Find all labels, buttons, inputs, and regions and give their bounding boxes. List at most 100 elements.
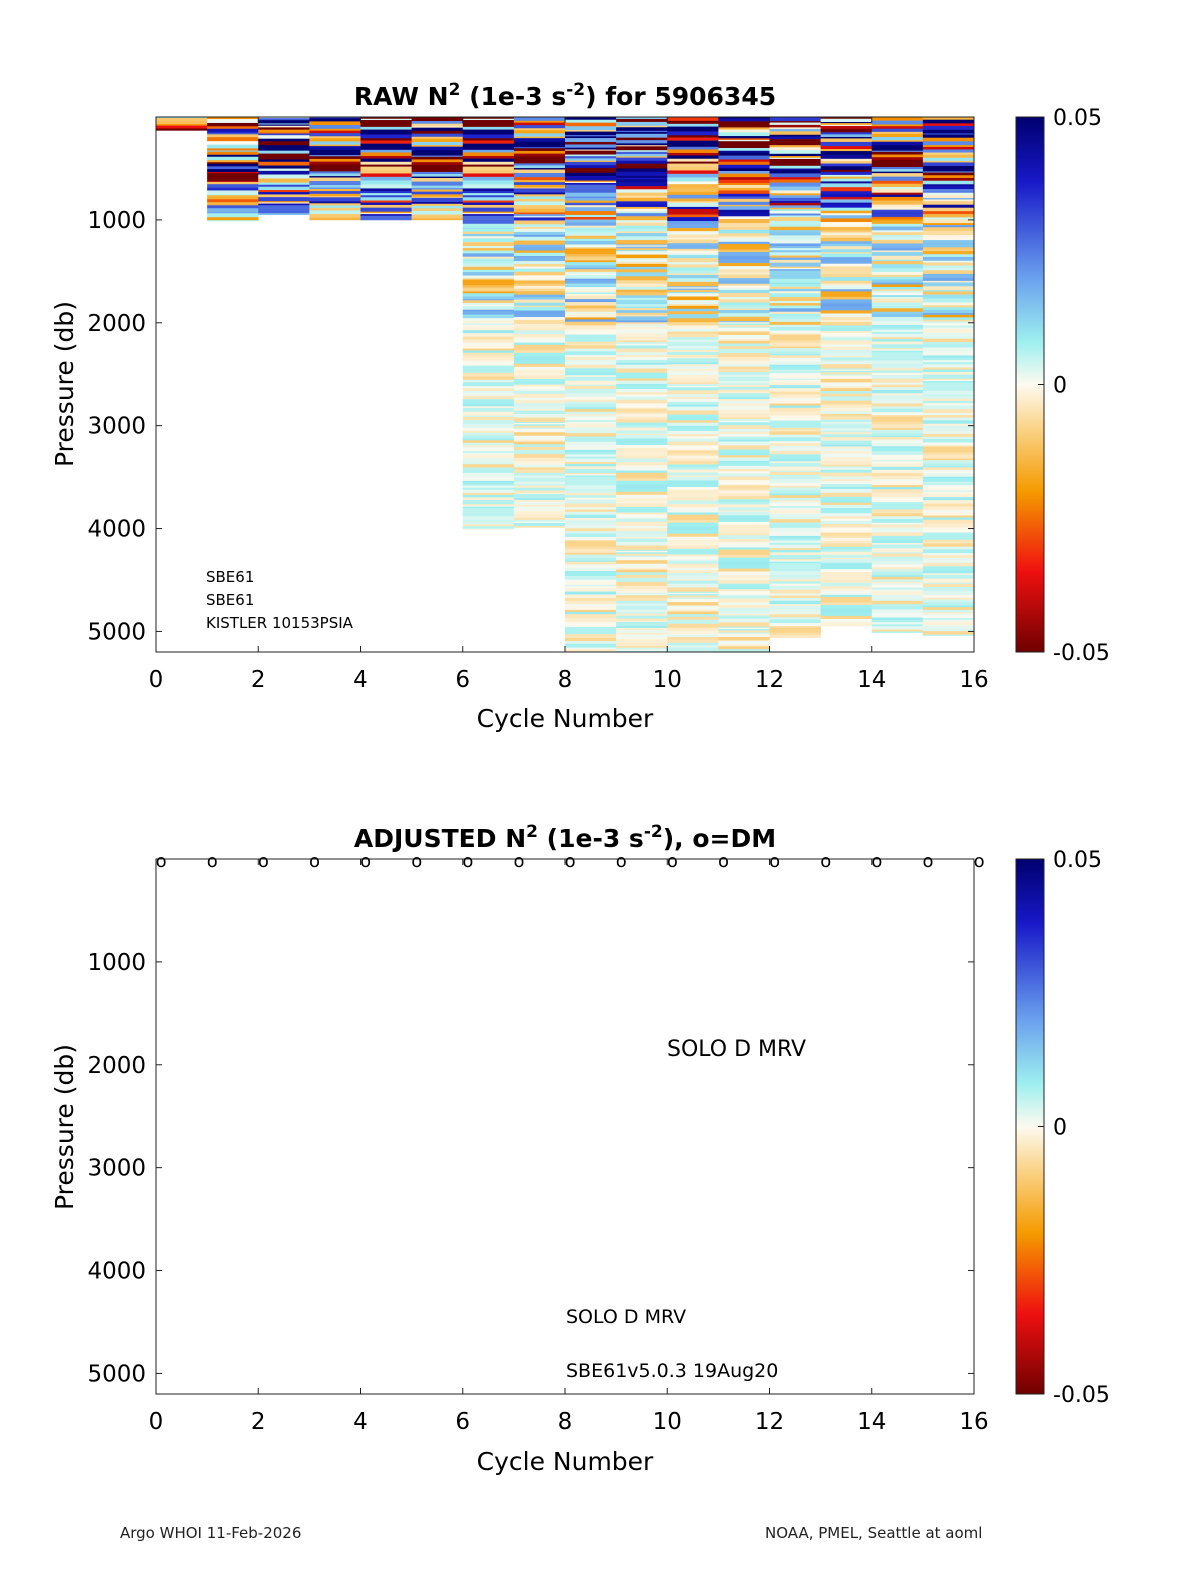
heatmap-cell — [820, 310, 873, 314]
heatmap-cell — [360, 197, 412, 201]
heatmap-cell — [718, 177, 770, 180]
heatmap-cell — [667, 420, 719, 423]
sensor-annotation-3: KISTLER 10153PSIA — [206, 614, 354, 632]
heatmap-cell — [565, 466, 617, 470]
heatmap-cell — [667, 188, 719, 193]
heatmap-cell — [667, 161, 719, 164]
heatmap-cell — [565, 495, 617, 498]
heatmap-cell — [565, 522, 617, 526]
heatmap-cell — [769, 215, 821, 218]
heatmap-cell — [667, 543, 719, 546]
heatmap-cell — [667, 288, 719, 291]
heatmap-cell — [820, 158, 873, 162]
heatmap-cell — [871, 452, 924, 456]
heatmap-cell — [820, 156, 873, 160]
heatmap-cell — [207, 144, 259, 149]
heatmap-cell — [667, 450, 719, 454]
heatmap-cell — [513, 514, 566, 519]
heatmap-cell — [616, 501, 668, 504]
heatmap-cell — [667, 587, 719, 591]
heatmap-cell — [718, 280, 770, 285]
heatmap-cell — [769, 513, 821, 518]
heatmap-cell — [565, 611, 617, 615]
heatmap-cell — [922, 570, 974, 574]
y-tick-label: 3000 — [87, 414, 146, 440]
heatmap-cell — [207, 151, 259, 156]
heatmap-cell — [769, 266, 821, 269]
heatmap-cell — [922, 597, 974, 601]
heatmap-cell — [922, 305, 974, 308]
heatmap-cell — [718, 374, 770, 378]
heatmap-cell — [769, 391, 821, 395]
heatmap-cell — [667, 224, 719, 229]
heatmap-cell — [718, 521, 770, 525]
heatmap-cell — [462, 374, 515, 377]
heatmap-cell — [718, 293, 770, 298]
dm-marker: o — [922, 851, 933, 872]
heatmap-cell — [565, 458, 617, 463]
heatmap-cell — [718, 262, 770, 267]
heatmap-cell — [462, 365, 515, 369]
heatmap-cell — [820, 151, 873, 156]
heatmap-cell — [871, 540, 924, 544]
heatmap-cell — [922, 546, 974, 550]
heatmap-cell — [565, 636, 617, 639]
heatmap-cell — [820, 430, 873, 433]
heatmap-cell — [513, 169, 566, 174]
heatmap-cell — [922, 230, 974, 236]
heatmap-cell — [718, 644, 770, 647]
heatmap-cell — [871, 284, 924, 288]
heatmap-cell — [871, 591, 924, 596]
heatmap-cell — [718, 490, 770, 494]
heatmap-cell — [922, 251, 974, 255]
heatmap-cell — [820, 303, 873, 308]
heatmap-cell — [769, 301, 821, 304]
heatmap-cell — [718, 465, 770, 470]
heatmap-cell — [871, 150, 924, 153]
heatmap-cell — [718, 451, 770, 456]
heatmap-cell — [616, 612, 668, 614]
heatmap-cell — [769, 197, 821, 202]
heatmap-cell — [820, 136, 873, 139]
heatmap-cell — [871, 259, 924, 262]
heatmap-cell — [718, 363, 770, 367]
heatmap-cell — [667, 614, 719, 618]
heatmap-cell — [769, 487, 821, 491]
heatmap-cell — [513, 138, 566, 142]
heatmap-cell — [718, 510, 770, 513]
heatmap-cell — [718, 499, 770, 503]
heatmap-cell — [922, 280, 974, 283]
heatmap-cell — [258, 153, 310, 157]
heatmap-cell — [462, 170, 515, 174]
heatmap-cell — [565, 184, 617, 189]
heatmap-cell — [667, 191, 719, 196]
heatmap-cell — [769, 437, 821, 442]
heatmap-cell — [871, 232, 924, 236]
heatmap-cell — [871, 131, 924, 135]
heatmap-cell — [207, 187, 259, 191]
heatmap-cell — [718, 595, 770, 599]
heatmap-cell — [769, 207, 821, 210]
heatmap-cell — [922, 478, 974, 482]
heatmap-cell — [718, 308, 770, 311]
heatmap-cell — [616, 222, 668, 226]
heatmap-cell — [513, 461, 566, 465]
heatmap-cell — [616, 264, 668, 268]
heatmap-cell — [207, 166, 259, 170]
heatmap-cell — [411, 156, 464, 160]
heatmap-cell — [769, 150, 821, 155]
heatmap-cell — [718, 397, 770, 400]
heatmap-cell — [922, 117, 974, 121]
heatmap-cell — [871, 626, 924, 630]
heatmap-cell — [922, 436, 974, 440]
heatmap-cell — [667, 438, 719, 442]
heatmap-cell — [667, 286, 719, 288]
heatmap-cell — [820, 504, 873, 509]
colorbar-tick-label: -0.05 — [1053, 1383, 1110, 1408]
heatmap-cell — [769, 505, 821, 509]
heatmap-cell — [922, 362, 974, 365]
heatmap-cell — [462, 492, 515, 496]
heatmap-cell — [565, 396, 617, 401]
heatmap-cell — [667, 530, 719, 534]
heatmap-cell — [922, 342, 974, 345]
